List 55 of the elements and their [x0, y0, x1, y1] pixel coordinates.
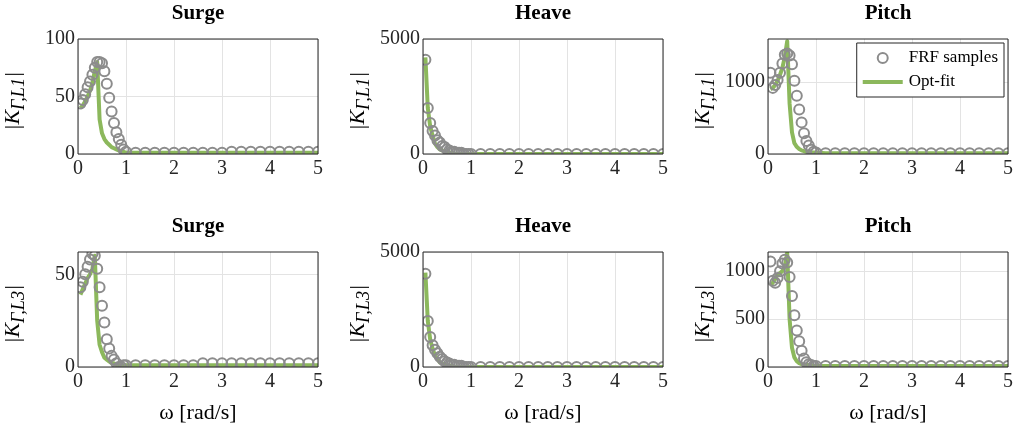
- x-tick-label: 2: [169, 156, 179, 179]
- x-tick-label: 3: [562, 156, 572, 179]
- x-tick-label: 2: [514, 156, 524, 179]
- chart-title: Surge: [170, 0, 226, 25]
- x-tick-label: 5: [1003, 369, 1013, 392]
- x-tick-label: 1: [121, 369, 131, 392]
- x-tick-label: 5: [658, 156, 668, 179]
- x-tick-label: 3: [217, 156, 227, 179]
- x-tick-label: 1: [811, 369, 821, 392]
- x-tick-label: 1: [466, 369, 476, 392]
- x-tick-label: 2: [169, 369, 179, 392]
- x-tick-label: 3: [217, 369, 227, 392]
- x-tick-label: 1: [811, 156, 821, 179]
- y-tick-label: 1000: [725, 69, 765, 92]
- chart-title: Pitch: [863, 0, 913, 25]
- y-tick-label: 100: [45, 26, 75, 49]
- y-tick-label: 0: [65, 141, 75, 164]
- x-tick-label: 4: [265, 156, 275, 179]
- x-axis-title: ω [rad/s]: [158, 399, 238, 425]
- y-tick-label: 0: [410, 141, 420, 164]
- y-tick-label: 5000: [380, 26, 420, 49]
- x-tick-label: 4: [610, 369, 620, 392]
- x-tick-label: 5: [658, 369, 668, 392]
- x-tick-label: 4: [265, 369, 275, 392]
- y-tick-label: 5000: [380, 239, 420, 262]
- x-tick-label: 1: [466, 156, 476, 179]
- x-tick-label: 5: [313, 156, 323, 179]
- legend-label: FRF samples: [908, 47, 999, 67]
- y-tick-label: 50: [55, 83, 75, 106]
- x-tick-label: 4: [955, 369, 965, 392]
- x-tick-label: 1: [121, 156, 131, 179]
- x-tick-label: 2: [859, 156, 869, 179]
- x-tick-label: 3: [562, 369, 572, 392]
- x-axis-title: ω [rad/s]: [503, 399, 583, 425]
- y-tick-label: 0: [65, 354, 75, 377]
- legend-label: Opt-fit: [908, 71, 956, 91]
- chart-title: Heave: [514, 0, 572, 25]
- x-axis-title: ω [rad/s]: [848, 399, 928, 425]
- x-tick-label: 5: [1003, 156, 1013, 179]
- x-tick-label: 3: [907, 369, 917, 392]
- x-tick-label: 4: [955, 156, 965, 179]
- y-tick-label: 0: [755, 354, 765, 377]
- x-tick-label: 3: [907, 156, 917, 179]
- y-tick-label: 0: [755, 141, 765, 164]
- y-tick-label: 500: [735, 306, 765, 329]
- y-tick-label: 0: [410, 354, 420, 377]
- x-tick-label: 2: [514, 369, 524, 392]
- chart-title: Surge: [170, 213, 226, 238]
- chart-title: Heave: [514, 213, 572, 238]
- y-tick-label: 1000: [725, 258, 765, 281]
- x-tick-label: 5: [313, 369, 323, 392]
- x-tick-label: 4: [610, 156, 620, 179]
- y-tick-label: 50: [55, 261, 75, 284]
- chart-title: Pitch: [863, 213, 913, 238]
- x-tick-label: 2: [859, 369, 869, 392]
